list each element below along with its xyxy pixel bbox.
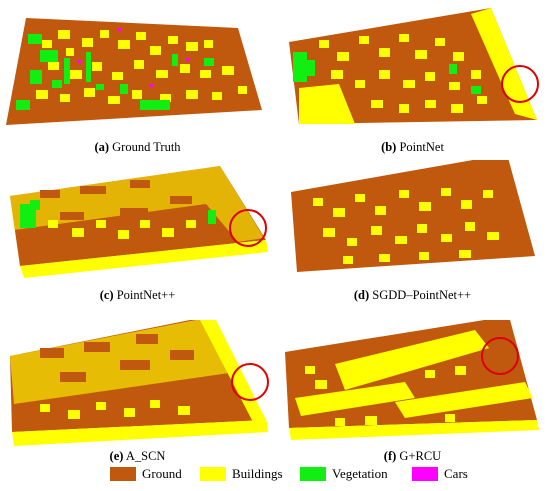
panel-caption-e: (e) A_SCN	[0, 449, 275, 463]
panel-caption-d: (d) SGDD–PointNet++	[275, 288, 550, 302]
panel-method-name: PointNet++	[116, 288, 176, 302]
pointnet-map	[289, 8, 539, 124]
legend-label: Cars	[444, 466, 468, 481]
highlight-circle	[481, 337, 519, 375]
panel-g-rcu: (f) G+RCU	[275, 320, 550, 480]
panel-method-name: PointNet	[399, 140, 444, 154]
g-rcu-map	[285, 320, 539, 440]
ground-swatch	[110, 467, 136, 481]
a-scn-map	[10, 320, 269, 446]
panel-letter: (f)	[383, 449, 397, 463]
highlight-circle	[231, 363, 269, 401]
panel-letter: (e)	[109, 449, 124, 463]
panel-caption-c: (c) PointNet++	[0, 288, 275, 302]
panel-pointnet-plus-plus: (c) PointNet++	[0, 160, 275, 320]
vegetation-swatch	[300, 467, 326, 481]
panel-method-name: A_SCN	[125, 449, 166, 463]
panel-pointnet: (b) PointNet	[275, 0, 550, 160]
buildings-swatch	[200, 467, 226, 481]
panel-letter: (b)	[381, 140, 397, 154]
panel-method-name: Ground Truth	[112, 140, 181, 154]
panel-ground-truth: (a) Ground Truth	[0, 0, 275, 160]
panel-method-name: SGDD–PointNet++	[372, 288, 472, 302]
panel-sgdd-pointnet-plus-plus: (d) SGDD–PointNet++	[275, 160, 550, 320]
panel-letter: (d)	[353, 288, 370, 302]
panel-method-name: G+RCU	[399, 449, 442, 463]
sgdd-pointnet-plus-plus-map	[291, 160, 535, 272]
panel-caption-f: (f) G+RCU	[275, 449, 550, 463]
highlight-circle	[501, 65, 539, 103]
legend-label: Buildings	[232, 466, 283, 481]
panel-caption-a: (a) Ground Truth	[0, 140, 275, 154]
cars-swatch	[412, 467, 438, 481]
panel-a-scn: (e) A_SCN	[0, 320, 275, 480]
highlight-circle	[229, 209, 267, 247]
legend-label: Ground	[142, 466, 182, 481]
legend: Ground Buildings Vegetation Cars	[0, 464, 550, 486]
panel-caption-b: (b) PointNet	[275, 140, 550, 154]
legend-label: Vegetation	[332, 466, 388, 481]
panel-letter: (c)	[99, 288, 114, 302]
ground-truth-map	[6, 18, 262, 125]
pointnet-plus-plus-map	[10, 166, 268, 278]
panel-letter: (a)	[94, 140, 110, 154]
